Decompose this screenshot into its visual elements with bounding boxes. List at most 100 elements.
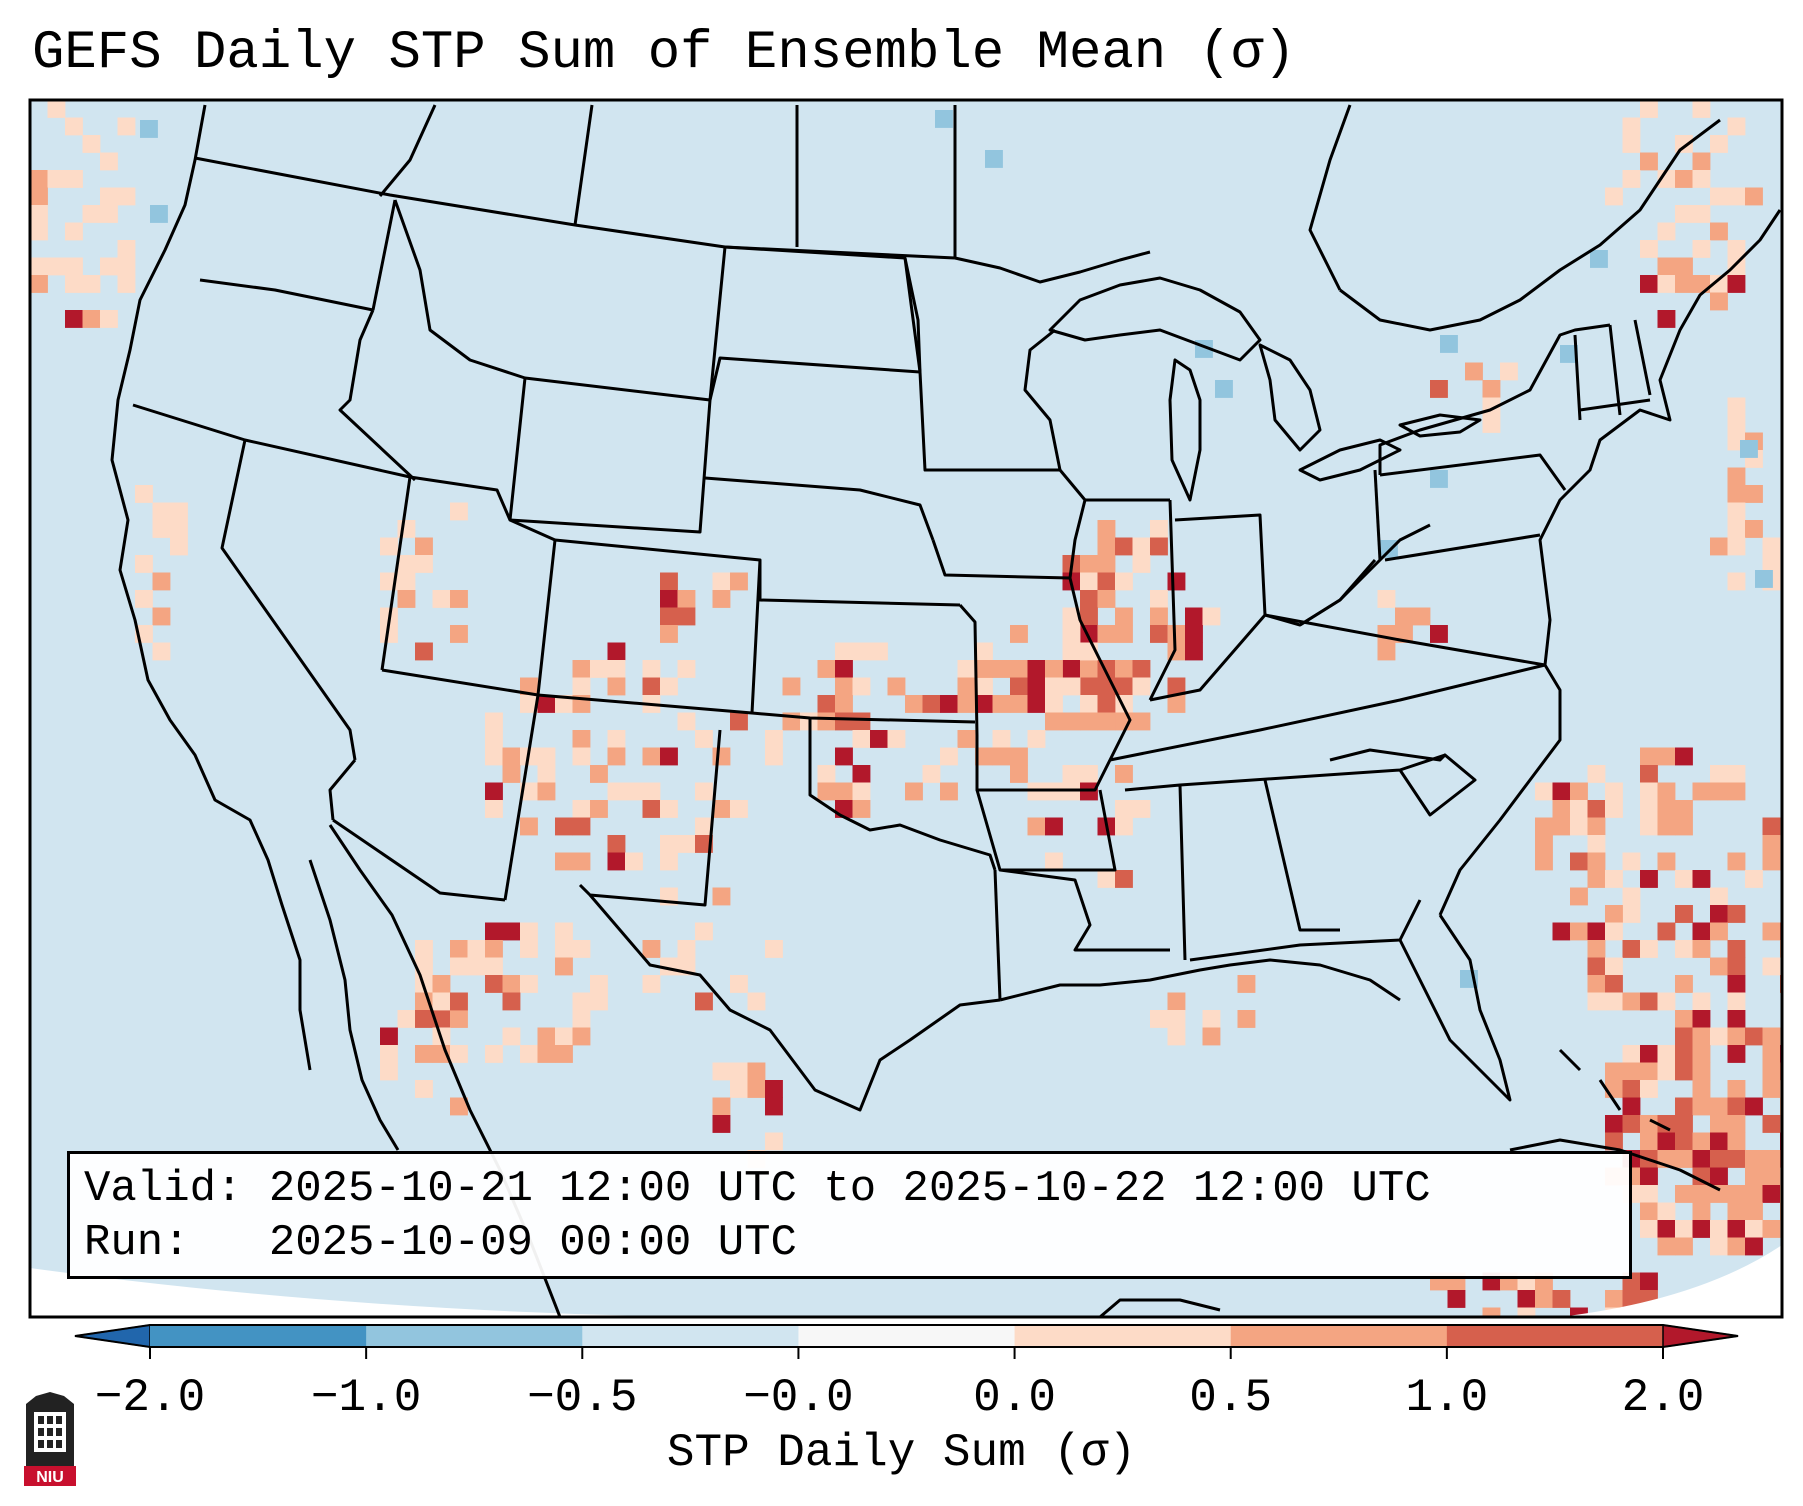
anomaly-cell: [572, 730, 591, 748]
anomaly-cell: [1692, 1167, 1711, 1186]
colorbar-label: STP Daily Sum (σ): [666, 1427, 1137, 1479]
anomaly-cell: [1692, 170, 1711, 188]
anomaly-cell: [835, 712, 853, 731]
anomaly-cell: [1150, 520, 1168, 538]
anomaly-cell: [1640, 152, 1658, 171]
anomaly-cell: [677, 940, 696, 958]
anomaly-cell: [1440, 335, 1458, 353]
anomaly-cell: [47, 170, 66, 188]
valid-label: Valid:: [84, 1164, 243, 1214]
anomaly-cell: [817, 660, 836, 678]
anomaly-cell: [65, 275, 83, 293]
anomaly-cell: [1570, 1307, 1588, 1317]
anomaly-cell: [140, 120, 158, 138]
anomaly-cell: [782, 677, 801, 696]
colorbar-tick-label: −1.0: [311, 1372, 421, 1424]
anomaly-cell: [555, 922, 573, 941]
anomaly-cell: [1710, 100, 1728, 101]
anomaly-cell: [1010, 677, 1028, 696]
anomaly-cell: [1590, 250, 1608, 268]
anomaly-cell: [415, 642, 433, 661]
anomaly-cell: [1657, 1220, 1676, 1238]
border-la-ms: [999, 868, 1170, 952]
anomaly-cell: [1675, 1115, 1693, 1133]
anomaly-cell: [1762, 922, 1781, 941]
anomaly-cell: [1675, 1062, 1693, 1081]
anomaly-cell: [607, 677, 626, 696]
anomaly-cell: [485, 782, 503, 801]
anomaly-cell: [100, 205, 118, 223]
anomaly-cell: [1097, 712, 1116, 731]
anomaly-cell: [1535, 852, 1553, 871]
anomaly-cell: [1692, 1132, 1711, 1151]
border-ok-tx: [808, 718, 997, 871]
anomaly-cell: [607, 660, 626, 678]
run-label: Run:: [84, 1218, 190, 1268]
anomaly-cell: [835, 660, 853, 678]
anomaly-cell: [712, 1115, 731, 1133]
anomaly-cell: [1657, 1202, 1676, 1221]
anomaly-cell: [1762, 817, 1781, 836]
anomaly-cell: [660, 625, 678, 643]
anomaly-cell: [485, 940, 503, 958]
anomaly-cell: [152, 520, 171, 538]
anomaly-cell: [380, 1027, 398, 1046]
coastline-cuba: [1509, 1138, 1721, 1192]
anomaly-cell: [1115, 660, 1133, 678]
anomaly-cell: [1605, 1132, 1623, 1151]
anomaly-cell: [957, 660, 976, 678]
anomaly-cell: [1675, 1027, 1693, 1046]
anomaly-cell: [625, 782, 643, 801]
anomaly-cell: [1605, 1115, 1623, 1133]
border-bc-alberta: [378, 104, 437, 197]
anomaly-cell: [1587, 765, 1606, 783]
anomaly-cell: [1045, 712, 1063, 731]
anomaly-cell: [905, 695, 923, 713]
anomaly-cell: [47, 100, 66, 118]
anomaly-cell: [1745, 1202, 1763, 1221]
anomaly-cell: [1640, 782, 1658, 801]
anomaly-cell: [1622, 992, 1641, 1011]
anomaly-cell: [1167, 992, 1186, 1011]
anomaly-cell: [502, 765, 521, 783]
anomaly-cell: [940, 695, 958, 713]
border-nd: [724, 245, 922, 373]
border-al-ga: [1263, 779, 1340, 932]
anomaly-cell: [1622, 1115, 1641, 1133]
anomaly-cell: [520, 940, 538, 958]
anomaly-cell: [1675, 905, 1693, 923]
anomaly-cell: [30, 187, 48, 206]
anomaly-cell: [450, 957, 468, 976]
anomaly-cell: [380, 537, 398, 556]
anomaly-cell: [1675, 135, 1693, 153]
anomaly-cell: [922, 765, 941, 783]
anomaly-cell: [730, 975, 748, 993]
anomaly-cell: [835, 695, 853, 713]
border-ontario-quebec: [1308, 104, 1352, 291]
anomaly-cell: [1640, 1045, 1658, 1063]
anomaly-cell: [852, 800, 871, 818]
anomaly-cell: [1482, 380, 1501, 398]
colorbar-bin: [1446, 1325, 1664, 1347]
anomaly-cell: [432, 590, 451, 608]
anomaly-cell: [975, 747, 993, 766]
anomaly-cell: [1710, 1237, 1728, 1256]
anomaly-cell: [555, 852, 573, 871]
anomaly-cell: [712, 887, 731, 906]
border-pa-md: [1384, 533, 1541, 562]
anomaly-cell: [835, 677, 853, 696]
anomaly-cell: [1097, 590, 1116, 608]
anomaly-cell: [1675, 170, 1693, 188]
state-boundaries: [110, 104, 1782, 1317]
anomaly-cell: [817, 695, 836, 713]
anomaly-cell: [1745, 1185, 1763, 1203]
anomaly-cell: [397, 555, 416, 573]
anomaly-cell: [1692, 1150, 1711, 1168]
anomaly-cell: [642, 747, 661, 766]
border-oh-pa: [1373, 469, 1382, 561]
anomaly-cell: [537, 1027, 556, 1046]
anomaly-cell: [1237, 1010, 1256, 1028]
anomaly-cell: [450, 502, 468, 521]
border-canada-east: [954, 250, 1151, 284]
anomaly-cell: [1185, 642, 1203, 661]
